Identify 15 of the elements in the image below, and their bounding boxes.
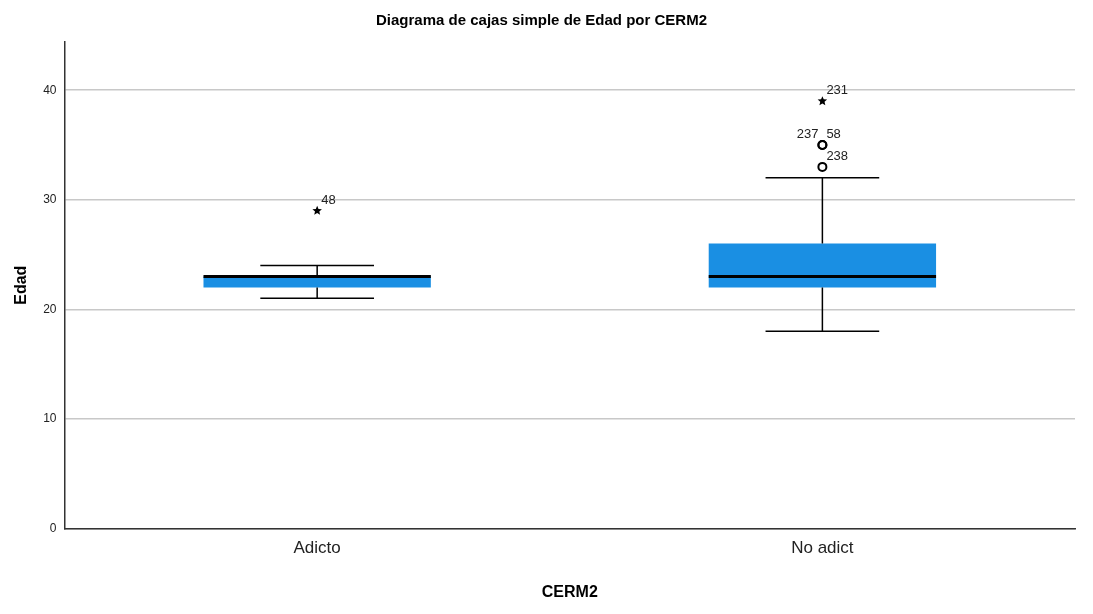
annotation: 237 xyxy=(796,126,819,142)
annotation: 58 xyxy=(826,126,841,142)
annotation: 48 xyxy=(321,191,336,207)
y-tick-label: 30 xyxy=(43,192,57,207)
x-axis-title: CERM2 xyxy=(541,582,598,600)
x-tick-label: No adict xyxy=(791,538,854,558)
y-tick-label: 0 xyxy=(49,520,57,535)
annotation: 238 xyxy=(826,147,849,163)
y-tick-label: 40 xyxy=(43,82,57,97)
annotation: 231 xyxy=(826,82,849,98)
y-axis-title: Edad xyxy=(12,265,30,305)
y-tick-label: 10 xyxy=(43,411,57,426)
y-tick-label: 20 xyxy=(43,301,57,316)
chart-title: Diagrama de cajas simple de Edad por CERM2 xyxy=(376,11,707,29)
x-tick-label: Adicto xyxy=(293,538,341,558)
